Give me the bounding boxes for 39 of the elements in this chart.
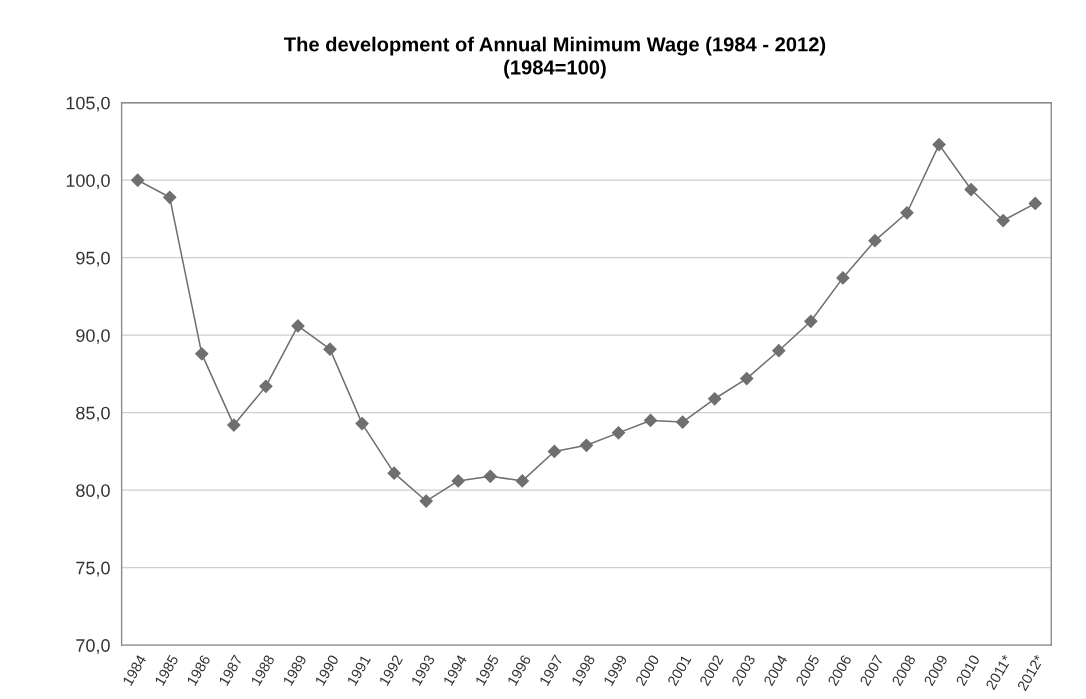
point <box>483 469 497 483</box>
point <box>964 182 978 197</box>
point <box>131 173 145 187</box>
point <box>419 494 433 508</box>
point <box>1028 196 1042 211</box>
chart-subtitle: (1984=100) <box>504 59 606 79</box>
y-tick-label: 105,0 <box>66 96 110 112</box>
point <box>515 474 529 488</box>
point <box>804 314 818 328</box>
y-tick-label: 100,0 <box>66 174 110 190</box>
y-tick-label: 80,0 <box>76 484 110 500</box>
point <box>836 271 850 285</box>
point <box>547 444 561 459</box>
point <box>163 190 177 204</box>
point <box>451 474 465 488</box>
point <box>611 426 626 440</box>
point <box>291 319 305 333</box>
point <box>676 415 690 429</box>
point <box>579 438 594 452</box>
point <box>868 234 882 248</box>
point <box>643 413 658 428</box>
point <box>772 344 786 358</box>
y-tick-label: 85,0 <box>76 406 110 422</box>
chart-title: The development of Annual Minimum Wage (1984 - 2012) <box>284 36 826 56</box>
point <box>227 418 241 432</box>
point <box>708 392 722 406</box>
point <box>259 379 273 393</box>
point <box>195 347 209 361</box>
y-tick-label: 90,0 <box>76 329 110 345</box>
point <box>900 206 914 220</box>
point <box>355 416 369 431</box>
y-tick-label: 70,0 <box>76 639 110 655</box>
point <box>932 138 946 152</box>
point <box>996 213 1010 228</box>
y-tick-label: 75,0 <box>76 561 110 577</box>
point <box>323 342 337 356</box>
point <box>387 466 401 480</box>
point <box>740 372 754 386</box>
y-tick-label: 95,0 <box>76 251 110 267</box>
